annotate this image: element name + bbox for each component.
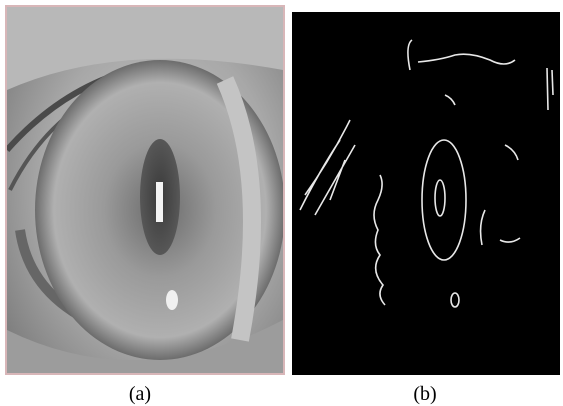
caption: (b) <box>413 383 436 405</box>
page: (a) (b) (() => { const data = JSON.parse… <box>0 0 563 406</box>
eye-image <box>5 5 285 375</box>
edge-image <box>292 12 560 375</box>
figure: (a) (b) <box>0 0 563 406</box>
caption: (a) <box>129 383 151 405</box>
